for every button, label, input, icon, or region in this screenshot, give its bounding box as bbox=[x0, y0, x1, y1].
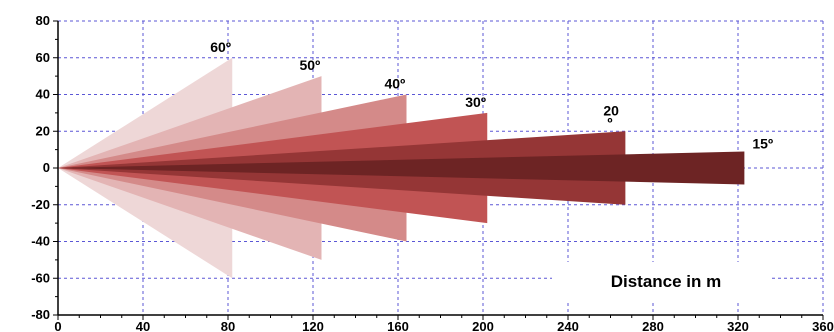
series-label-6: 15º bbox=[752, 135, 773, 151]
y-tick-label: -60 bbox=[31, 270, 50, 285]
x-tick-label: 360 bbox=[812, 319, 834, 332]
series-label-2: 50º bbox=[300, 57, 321, 73]
x-tick-label: 120 bbox=[302, 319, 324, 332]
x-tick-label: 160 bbox=[387, 319, 409, 332]
x-tick-label: 40 bbox=[136, 319, 150, 332]
y-tick-label: 0 bbox=[43, 160, 50, 175]
x-tick-label: 0 bbox=[54, 319, 61, 332]
x-tick-label: 320 bbox=[727, 319, 749, 332]
y-tick-label: 60 bbox=[36, 50, 50, 65]
series-label-4: 30º bbox=[465, 94, 486, 110]
y-tick-label: -80 bbox=[31, 307, 50, 322]
axes bbox=[53, 20, 824, 320]
series-labels: 60º 50º 40º 30º 20º 15º bbox=[210, 39, 773, 152]
beam-areas bbox=[58, 57, 745, 279]
x-tick-label: 240 bbox=[557, 319, 579, 332]
series-label-3: 40º bbox=[385, 76, 406, 92]
y-tick-label: -20 bbox=[31, 197, 50, 212]
y-tick-label: 20 bbox=[36, 123, 50, 138]
beam-area-6 bbox=[58, 151, 745, 185]
x-tick-label: 80 bbox=[221, 319, 235, 332]
y-tick-label: 40 bbox=[36, 87, 50, 102]
series-label-5: º bbox=[607, 114, 612, 130]
tick-labels: 0 40 80 120 160 200 240 280 320 360806040200-20-4… bbox=[31, 13, 834, 332]
y-tick-label: -40 bbox=[31, 234, 50, 249]
x-tick-label: 200 bbox=[472, 319, 494, 332]
x-axis-title: Distance in m bbox=[611, 272, 722, 291]
series-label-5: 20 bbox=[603, 102, 619, 118]
y-tick-label: 80 bbox=[36, 13, 50, 28]
x-tick-label: 280 bbox=[642, 319, 664, 332]
series-label-1: 60º bbox=[210, 39, 231, 55]
x-axis-title-background bbox=[552, 262, 770, 300]
